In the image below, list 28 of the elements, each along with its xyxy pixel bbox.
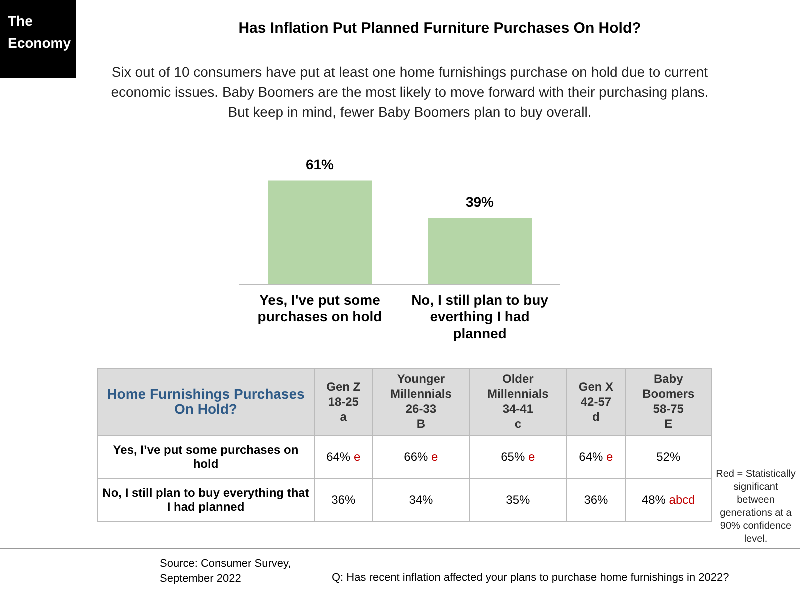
data-label: 36% xyxy=(566,478,626,522)
data-label: 34% xyxy=(372,478,470,522)
chart-title: Has Inflation Put Planned Furniture Purchases On Hold? xyxy=(238,20,642,37)
chart-subtitle: Six out of 10 consumers have put at least one home furnishings purchase on hold due to current economic issues. Baby Boomers are the most likely to move forward with their purchasing plans. But keep in mind, fewer Baby Boomers plan to buy overall. xyxy=(110,63,710,122)
data-label: 36% xyxy=(314,478,373,522)
data-label: 64% e xyxy=(314,436,373,478)
x-tick-label: Younger Millennials 26-33 B xyxy=(372,368,470,436)
data-label: 39% xyxy=(466,194,495,210)
x-tick-label: Older Millennials 34-41 c xyxy=(470,368,567,436)
y-tick-label: No, I still plan to buy everything that I had planned xyxy=(98,478,314,522)
chart-title: Home Furnishings Purchases On Hold? xyxy=(98,368,314,436)
text: Red = Statistically significant between generations at a 90% confidence level. xyxy=(716,468,796,546)
text: The Economy xyxy=(0,0,76,78)
x-tick-label: Gen X 42-57 d xyxy=(566,368,626,436)
data-label: 64% e xyxy=(566,436,626,478)
x-tick-label: Yes, I've put some purchases on hold xyxy=(258,292,382,325)
x-tick-label: Gen Z 18-25 a xyxy=(314,368,373,436)
data-label: 52% xyxy=(626,436,712,478)
data-label: 61% xyxy=(306,156,335,173)
x-tick-label: Baby Boomers 58-75 E xyxy=(626,368,712,436)
data-label: 35% xyxy=(470,478,567,522)
text: Q: Has recent inflation affected your plans to purchase home furnishings in 2022? xyxy=(332,572,730,584)
data-label: 48% abcd xyxy=(626,478,712,522)
data-label: 65% e xyxy=(470,436,567,478)
source-note: Source: Consumer Survey, September 2022 xyxy=(160,557,292,587)
x-tick-label: No, I still plan to buy everthing I had planned xyxy=(412,292,549,342)
y-tick-label: Yes, I’ve put some purchases on hold xyxy=(98,436,314,478)
data-label: 66% e xyxy=(372,436,470,478)
